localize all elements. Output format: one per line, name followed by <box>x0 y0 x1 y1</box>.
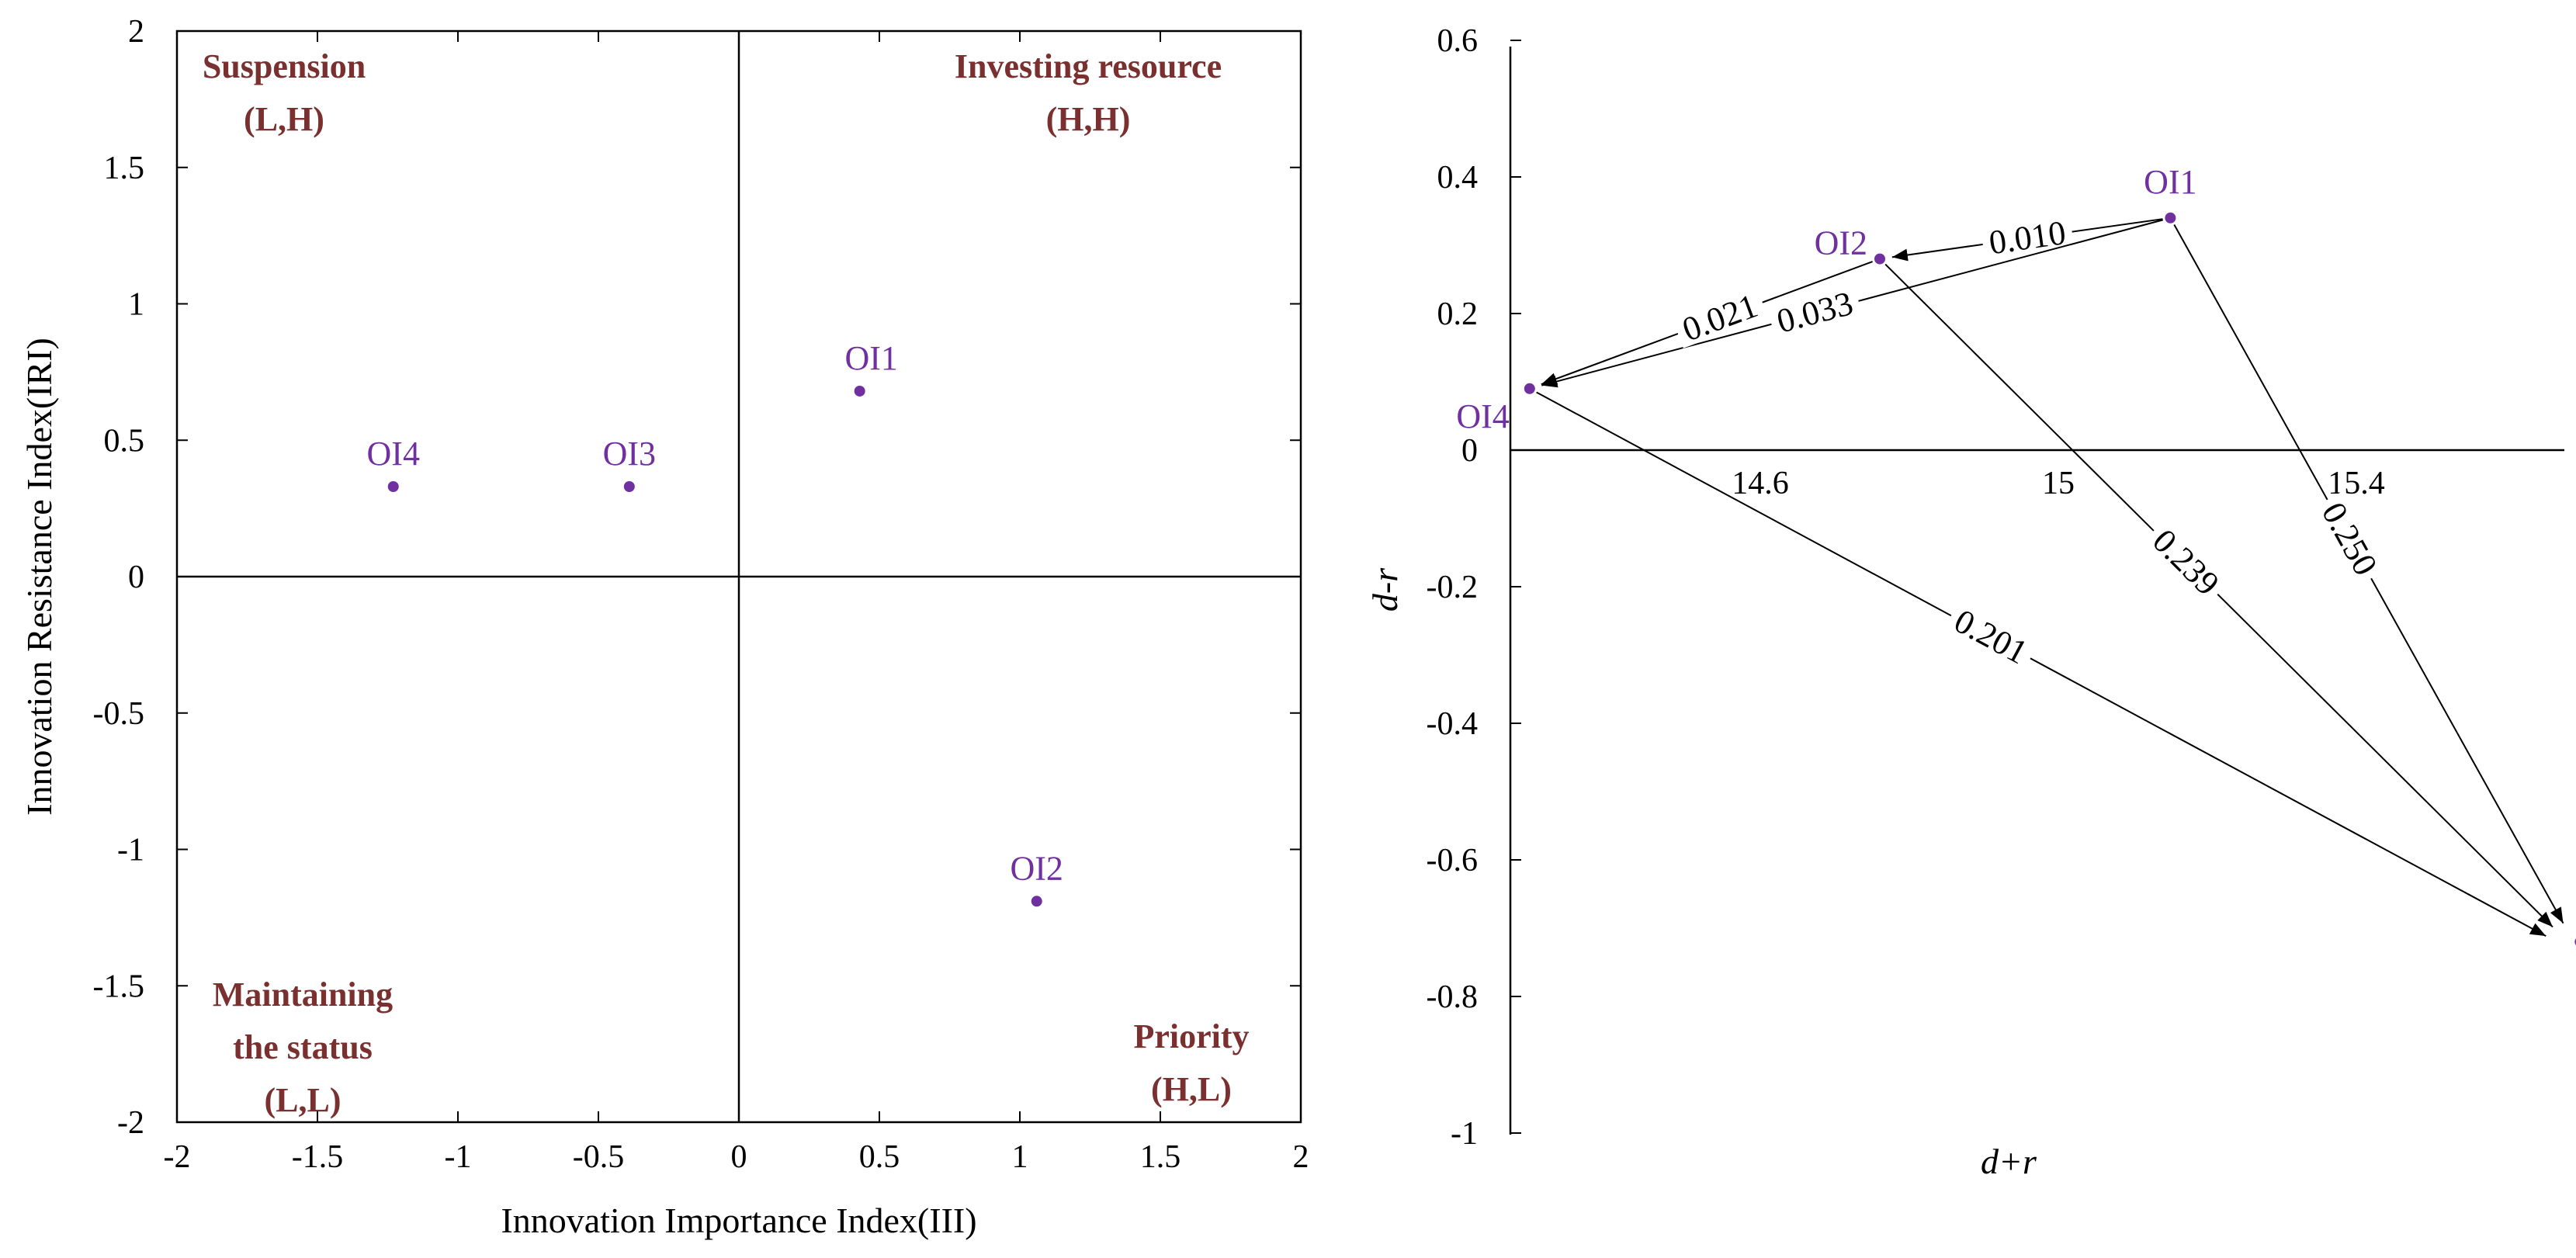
weight-label-bg <box>1671 285 1768 348</box>
point-oi4 <box>1524 383 1535 394</box>
y-tick-label: 0.5 <box>104 423 145 459</box>
quadrant-label-top-left: Suspension (L,H) <box>203 47 366 138</box>
x-tick-label: -0.5 <box>573 1139 625 1175</box>
y-tick-label: 2 <box>128 14 144 50</box>
quadrant-label-line: the status <box>233 1028 373 1066</box>
x-tick-label: -1.5 <box>292 1139 344 1175</box>
weight-label-bg <box>1943 599 2040 672</box>
x-tick-label: -2 <box>164 1139 191 1175</box>
quadrant-label-line: Maintaining <box>213 976 393 1014</box>
y-tick-label: -0.8 <box>1427 979 1479 1015</box>
tick-marks <box>176 30 1302 1123</box>
x-axis-title: Innovation Importance Index(III) <box>501 1201 976 1240</box>
y-tick-label: -0.4 <box>1427 706 1479 742</box>
point-label: OI4 <box>1456 397 1509 435</box>
quadrant-label-line: Investing resource <box>955 47 1222 85</box>
x-axis-title: d+r <box>1981 1142 2037 1181</box>
quadrant-label-bottom-left: Maintaining the status (L,L) <box>213 976 393 1119</box>
weight-label: 0.033 <box>1773 284 1857 341</box>
x-tick-label: 2 <box>1293 1139 1309 1175</box>
y-tick-label: 0.2 <box>1437 296 1479 332</box>
center-axes <box>177 31 1301 1122</box>
y-tick-labels: 0.6 0.4 0.2 0 -0.2 -0.4 -0.6 -0.8 -1 <box>1427 23 1479 1152</box>
quadrant-label-top-right: Investing resource (H,H) <box>955 47 1222 138</box>
x-tick-label: 1 <box>1012 1139 1028 1175</box>
quadrant-label-line: Priority <box>1133 1017 1249 1055</box>
point-label: OI3 <box>603 435 656 473</box>
weight-label-bg <box>1766 282 1863 340</box>
x-tick-label: 14.6 <box>1732 466 1789 501</box>
point-label: OI2 <box>1815 224 1867 262</box>
weight-label: 0.010 <box>1987 213 2068 262</box>
point-oi3 <box>623 481 635 493</box>
y-tick-label: -1.5 <box>93 969 145 1004</box>
weight-label-bg <box>1980 213 2075 260</box>
tick-marks <box>1510 40 1521 1134</box>
y-tick-label: -2 <box>117 1105 144 1141</box>
x-tick-label: 15 <box>2042 466 2075 501</box>
quadrant-label-bottom-right: Priority (H,L) <box>1133 1017 1249 1108</box>
y-axis-title: Innovation Resistance Index(IRI) <box>19 338 59 816</box>
y-tick-label: -0.5 <box>93 696 145 732</box>
y-tick-labels: 2 1.5 1 0.5 0 -0.5 -1 -1.5 -2 <box>93 14 145 1141</box>
point-oi1 <box>2165 212 2176 224</box>
quadrant-label-line: (H,L) <box>1151 1070 1232 1108</box>
x-tick-label: 0 <box>731 1139 747 1175</box>
y-tick-label: 1 <box>128 287 144 323</box>
arrow-oi4-oi3 <box>1536 391 2547 937</box>
x-tick-label: 1.5 <box>1140 1139 1181 1175</box>
point-oi4 <box>387 481 399 493</box>
y-tick-label: -0.6 <box>1427 843 1479 879</box>
point-oi2 <box>1031 896 1042 907</box>
point-label: OI1 <box>844 339 897 377</box>
point-label: OI1 <box>2144 163 2196 201</box>
x-tick-labels: -2 -1.5 -1 -0.5 0 0.5 1 1.5 2 <box>164 1139 1309 1175</box>
x-tick-label: 0.5 <box>859 1139 900 1175</box>
point-label: OI2 <box>1011 849 1063 887</box>
weight-label-bg <box>2314 490 2388 586</box>
y-tick-label: 1.5 <box>104 151 145 186</box>
weight-label-bg <box>2142 517 2231 605</box>
weight-label: 0.250 <box>2314 496 2385 581</box>
point-oi2 <box>1874 253 1885 265</box>
quadrant-label-line: (H,H) <box>1046 100 1131 138</box>
quadrant-label-line: (L,L) <box>265 1081 342 1119</box>
relation-map: 0.60.40.20-0.2-0.4-0.6-0.8-1 14.61515.41… <box>1365 23 2576 1181</box>
quadrant-labels: Suspension (L,H) Investing resource (H,H) Ma… <box>203 47 1250 1119</box>
y-tick-label: 0 <box>128 560 144 595</box>
weight-label: 0.201 <box>1948 601 2033 671</box>
y-tick-label: -0.2 <box>1427 570 1479 605</box>
y-axis-title: d-r <box>1365 567 1405 612</box>
quadrant-chart: -2 -1.5 -1 -0.5 0 0.5 1 1.5 2 2 1.5 1 0.5 0 -0.5 -1 -1.… <box>19 14 1309 1240</box>
quadrant-label-line: (L,H) <box>244 100 324 138</box>
weight-label: 0.021 <box>1677 286 1763 348</box>
y-tick-label: 0.4 <box>1437 160 1479 196</box>
y-tick-label: -1 <box>1451 1116 1478 1152</box>
arrow-oi2-oi3 <box>1884 263 2553 928</box>
y-tick-label: 0 <box>1461 433 1478 469</box>
quadrant-label-line: Suspension <box>203 47 366 85</box>
data-points: OI1 OI2 OI3 OI4 <box>367 339 1063 907</box>
x-tick-label: -1 <box>445 1139 472 1175</box>
y-tick-label: -1 <box>117 833 144 868</box>
point-label: OI4 <box>367 435 420 473</box>
y-tick-label: 0.6 <box>1437 23 1479 59</box>
point-oi1 <box>854 385 865 397</box>
